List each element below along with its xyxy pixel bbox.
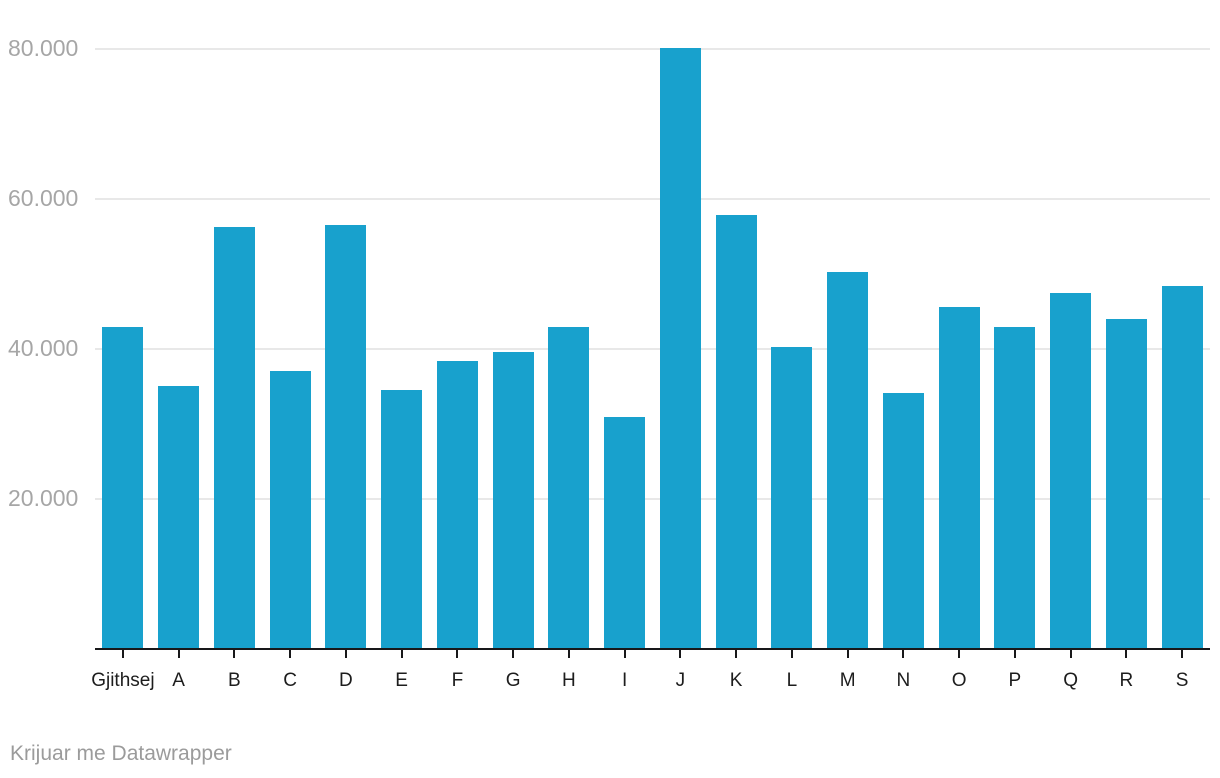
x-axis-tick <box>958 650 961 658</box>
x-axis-tick <box>1013 650 1016 658</box>
bar-G <box>492 352 534 649</box>
y-axis-tick-label: 20.000 <box>8 485 79 511</box>
x-axis-tick-label: S <box>1175 670 1189 691</box>
x-axis-tick-label: O <box>951 670 967 691</box>
y-gridline <box>95 198 1210 200</box>
x-axis-tick <box>400 650 403 658</box>
x-axis-tick-label: E <box>395 670 408 691</box>
bar-E <box>381 390 423 649</box>
x-axis-tick-label: Gjithsej <box>91 670 155 691</box>
bar-S <box>1161 286 1203 649</box>
x-axis-tick <box>512 650 515 658</box>
x-axis-tick <box>456 650 459 658</box>
x-axis-tick-label: N <box>896 670 911 691</box>
x-axis-tick <box>790 650 793 658</box>
x-axis-tick <box>1181 650 1184 658</box>
x-axis-tick <box>1069 650 1072 658</box>
y-axis-tick-label: 80.000 <box>8 35 79 61</box>
x-axis-tick <box>233 650 236 658</box>
x-axis-tick-label: I <box>621 670 628 691</box>
x-axis-tick <box>567 650 570 658</box>
x-axis-tick-label: F <box>451 670 464 691</box>
x-axis-tick <box>1125 650 1128 658</box>
y-axis-tick-label: 40.000 <box>8 335 79 361</box>
bar-Q <box>1050 292 1092 649</box>
bar-B <box>213 226 255 649</box>
bar-J <box>659 48 701 649</box>
x-axis-tick <box>344 650 347 658</box>
x-axis-tick <box>121 650 124 658</box>
x-axis-tick-label: B <box>228 670 241 691</box>
y-gridline <box>95 48 1210 50</box>
bar-Gjithsej <box>102 326 144 649</box>
bar-F <box>436 361 478 649</box>
x-axis-tick <box>177 650 180 658</box>
y-gridline <box>95 498 1210 500</box>
x-axis-tick <box>289 650 292 658</box>
bar-N <box>882 393 924 649</box>
bar-P <box>994 327 1036 649</box>
bar-O <box>938 307 980 649</box>
x-axis-tick-label: J <box>675 670 686 691</box>
x-axis-tick-label: R <box>1119 670 1134 691</box>
x-axis-tick <box>679 650 682 658</box>
x-axis-tick <box>846 650 849 658</box>
bar-D <box>325 225 367 649</box>
x-axis-tick-label: A <box>172 670 185 691</box>
bar-I <box>604 417 646 649</box>
bar-M <box>827 271 869 649</box>
x-axis-tick-label: C <box>283 670 297 691</box>
x-axis-tick-label: P <box>1008 670 1022 691</box>
x-axis-tick <box>902 650 905 658</box>
x-axis-line <box>95 648 1210 650</box>
x-axis-tick-label: G <box>505 670 521 691</box>
bar-A <box>158 385 200 649</box>
bar-L <box>771 346 813 649</box>
x-axis-tick-label: H <box>562 670 576 691</box>
bar-R <box>1105 319 1147 649</box>
y-axis-tick-label: 60.000 <box>8 185 79 211</box>
x-axis-tick-label: L <box>786 670 798 691</box>
bar-H <box>548 326 590 649</box>
x-axis-tick <box>623 650 626 658</box>
bar-K <box>715 214 757 649</box>
x-axis-tick-label: K <box>729 670 743 691</box>
x-axis-tick-label: D <box>339 670 353 691</box>
y-gridline <box>95 348 1210 350</box>
x-axis-tick-label: Q <box>1063 670 1079 691</box>
datawrapper-attribution-link[interactable]: Krijuar me Datawrapper <box>10 742 232 765</box>
x-axis-tick-label: M <box>839 670 856 691</box>
bar-C <box>269 370 311 649</box>
x-axis-tick <box>735 650 738 658</box>
